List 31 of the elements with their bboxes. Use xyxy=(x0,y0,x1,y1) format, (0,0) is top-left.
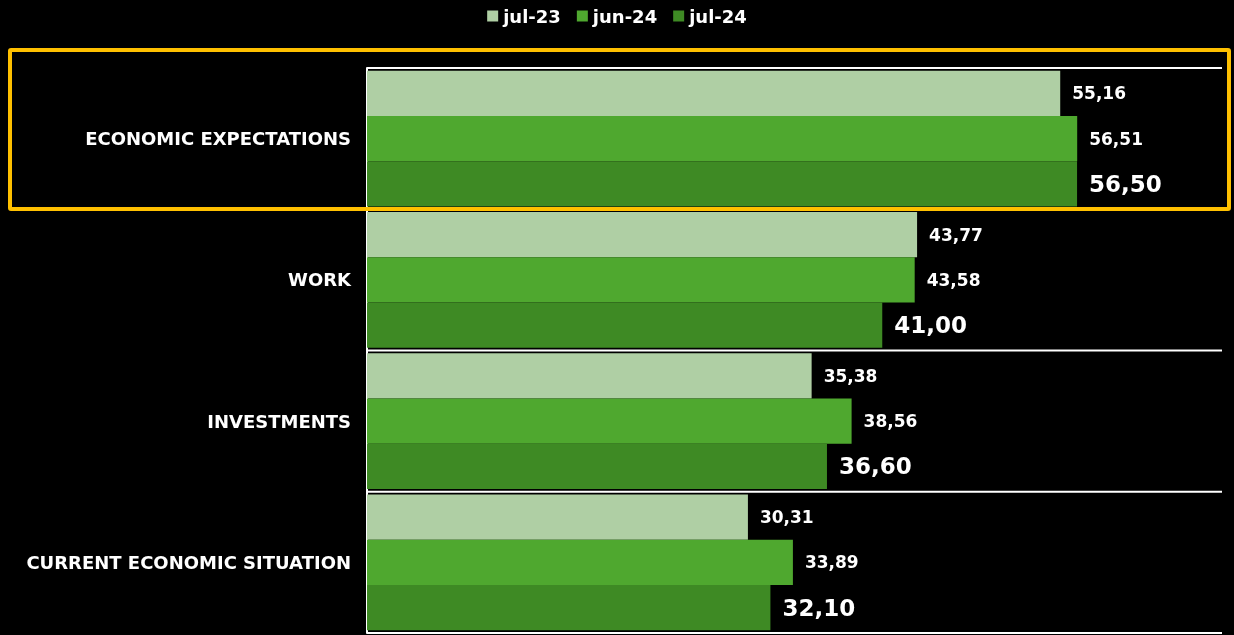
data-label: 43,58 xyxy=(926,269,981,290)
bar xyxy=(367,161,1078,207)
bar xyxy=(367,257,915,303)
data-label: 36,60 xyxy=(838,453,912,480)
legend-label: jul-24 xyxy=(688,5,747,27)
data-label: 56,50 xyxy=(1089,170,1162,197)
y-tick-label: WORK xyxy=(288,269,353,291)
data-label: 43,77 xyxy=(929,224,983,245)
y-tick-label: CURRENT ECONOMIC SITUATION xyxy=(26,551,351,573)
legend-label: jul-23 xyxy=(502,5,561,27)
bar xyxy=(367,539,793,585)
bar xyxy=(367,70,1061,117)
data-label: 35,38 xyxy=(823,365,878,386)
bar xyxy=(367,398,852,444)
bar xyxy=(367,443,827,489)
bar xyxy=(367,494,748,540)
data-label: 33,89 xyxy=(804,552,859,573)
legend-label: jun-24 xyxy=(591,5,658,27)
data-label: 30,31 xyxy=(759,507,814,528)
y-tick-label: ECONOMIC EXPECTATIONS xyxy=(85,128,351,150)
data-label: 32,10 xyxy=(782,594,856,621)
bar xyxy=(367,212,918,258)
data-label: 41,00 xyxy=(894,312,968,339)
data-label: 56,51 xyxy=(1089,128,1143,149)
bar xyxy=(367,584,771,631)
bar xyxy=(367,302,883,348)
data-label: 55,16 xyxy=(1072,83,1126,104)
bar xyxy=(367,353,812,399)
data-label: 38,56 xyxy=(863,411,918,432)
y-tick-label: INVESTMENTS xyxy=(207,410,351,432)
bar xyxy=(367,116,1078,162)
